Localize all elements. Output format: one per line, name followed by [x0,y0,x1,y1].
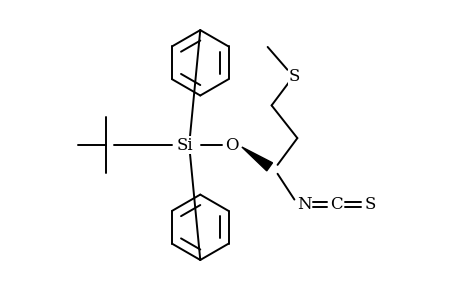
Text: Si: Si [177,136,193,154]
Text: S: S [288,68,299,85]
Text: N: N [297,196,311,213]
Polygon shape [241,147,272,171]
Text: C: C [329,196,341,213]
Text: S: S [364,196,375,213]
Text: O: O [225,136,238,154]
